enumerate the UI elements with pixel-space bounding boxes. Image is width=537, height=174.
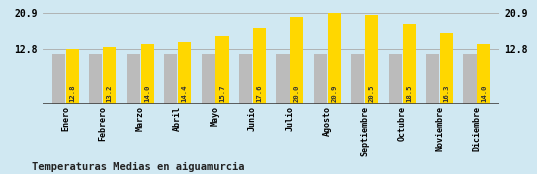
- Bar: [215, 36, 229, 104]
- Bar: [66, 49, 79, 104]
- Bar: [351, 54, 364, 104]
- Text: 20.5: 20.5: [368, 85, 375, 102]
- Text: 17.6: 17.6: [256, 85, 263, 102]
- Bar: [426, 54, 439, 104]
- Bar: [239, 54, 252, 104]
- Bar: [89, 54, 103, 104]
- Text: Temperaturas Medias en aiguamurcia: Temperaturas Medias en aiguamurcia: [32, 162, 245, 172]
- Text: 14.0: 14.0: [144, 85, 150, 102]
- Bar: [127, 54, 140, 104]
- Bar: [440, 33, 453, 104]
- Bar: [328, 14, 341, 104]
- Bar: [291, 17, 303, 104]
- Bar: [389, 54, 402, 104]
- Text: 18.5: 18.5: [406, 85, 412, 102]
- Bar: [314, 54, 327, 104]
- Bar: [178, 42, 191, 104]
- Bar: [141, 44, 154, 104]
- Text: 16.3: 16.3: [444, 85, 449, 102]
- Bar: [201, 54, 215, 104]
- Text: 15.7: 15.7: [219, 85, 225, 102]
- Text: 12.8: 12.8: [69, 85, 75, 102]
- Bar: [52, 54, 65, 104]
- Text: 20.0: 20.0: [294, 85, 300, 102]
- Bar: [365, 15, 378, 104]
- Bar: [477, 44, 490, 104]
- Bar: [164, 54, 177, 104]
- Bar: [253, 28, 266, 104]
- Bar: [103, 47, 117, 104]
- Bar: [463, 54, 477, 104]
- Text: 14.0: 14.0: [481, 85, 487, 102]
- Text: 13.2: 13.2: [107, 85, 113, 102]
- Bar: [403, 24, 416, 104]
- Bar: [277, 54, 289, 104]
- Text: 20.9: 20.9: [331, 85, 337, 102]
- Text: 14.4: 14.4: [182, 85, 187, 102]
